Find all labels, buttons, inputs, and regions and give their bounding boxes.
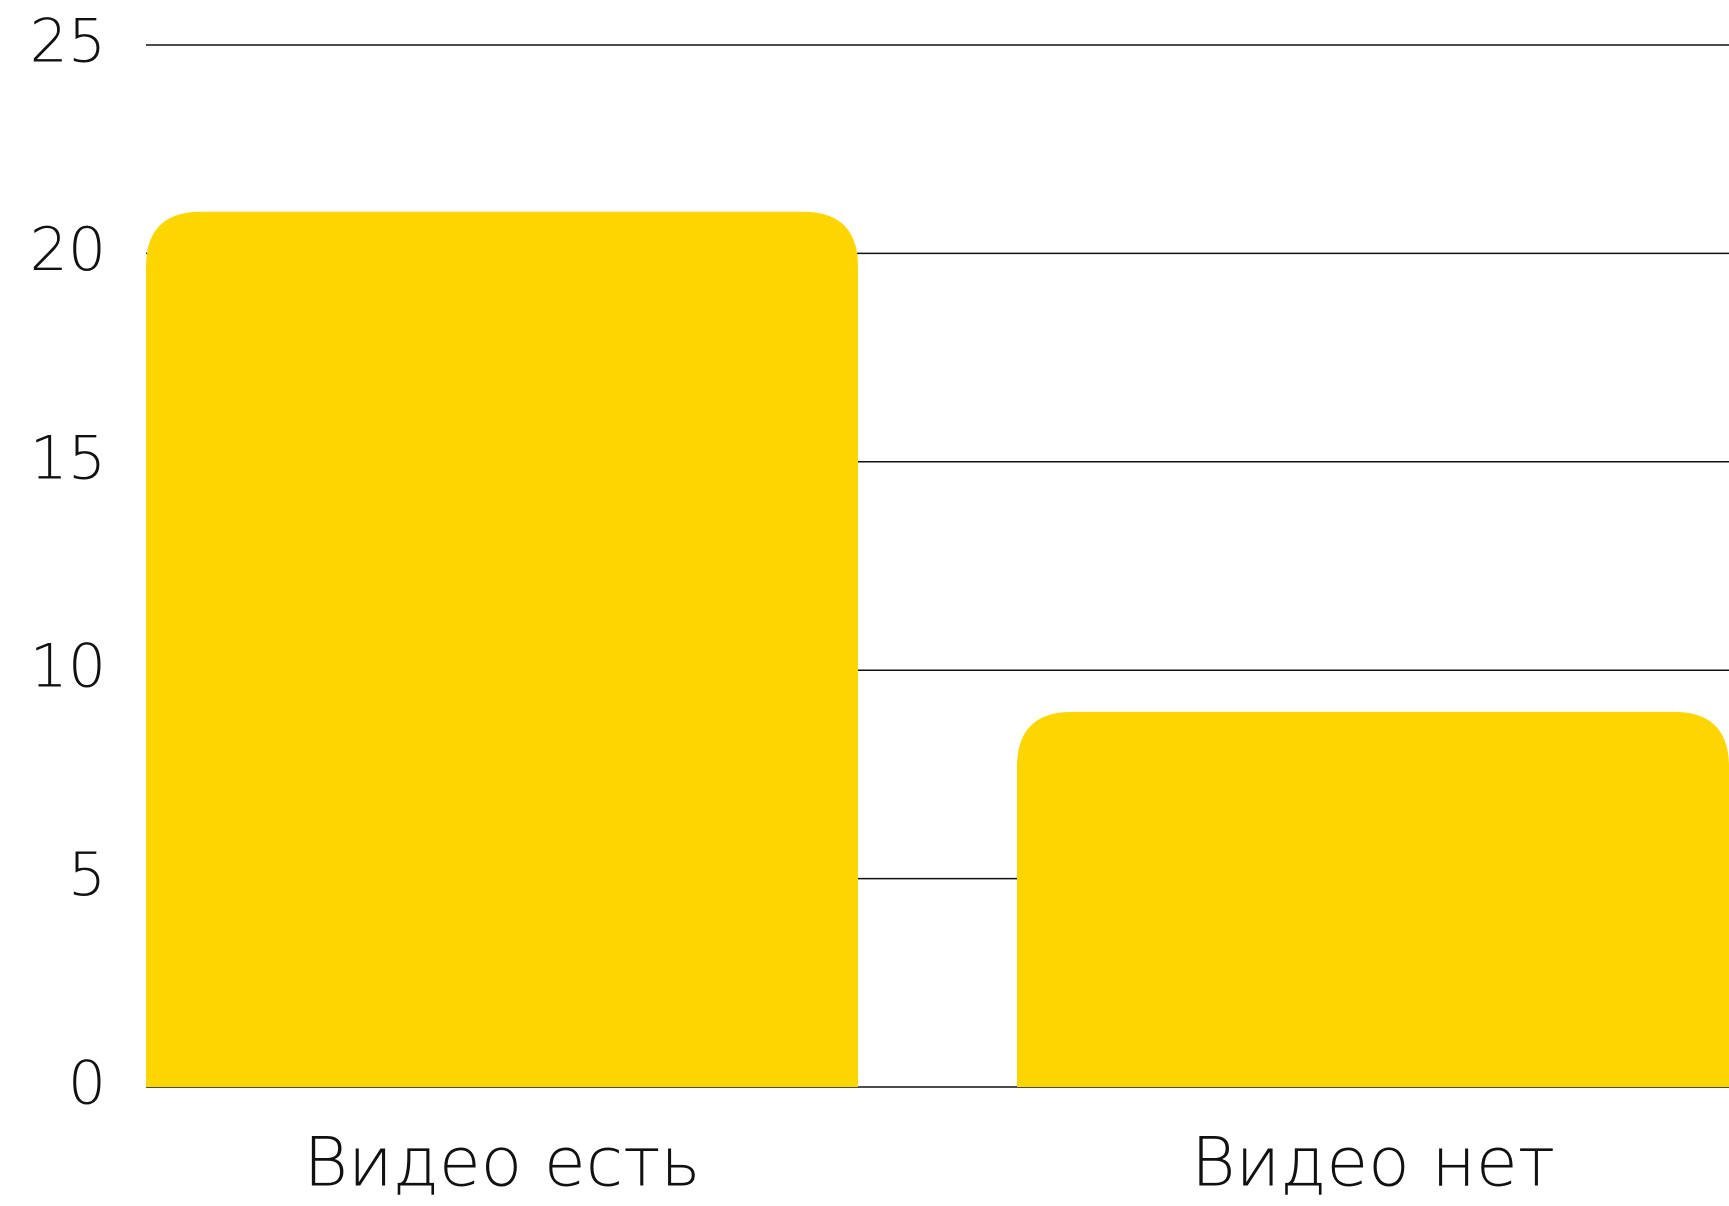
y-tick-label: 15 (30, 423, 106, 493)
y-tick-label: 20 (30, 215, 106, 285)
y-tick-label: 10 (30, 632, 106, 702)
bar (1017, 711, 1729, 1087)
y-tick-label: 0 (68, 1049, 106, 1119)
y-tick-label: 25 (30, 7, 106, 77)
bar (146, 211, 858, 1088)
x-tick-label: Видео есть (303, 1124, 700, 1203)
x-tick-label: Видео нет (1191, 1124, 1555, 1203)
y-tick-label: 5 (68, 840, 106, 910)
